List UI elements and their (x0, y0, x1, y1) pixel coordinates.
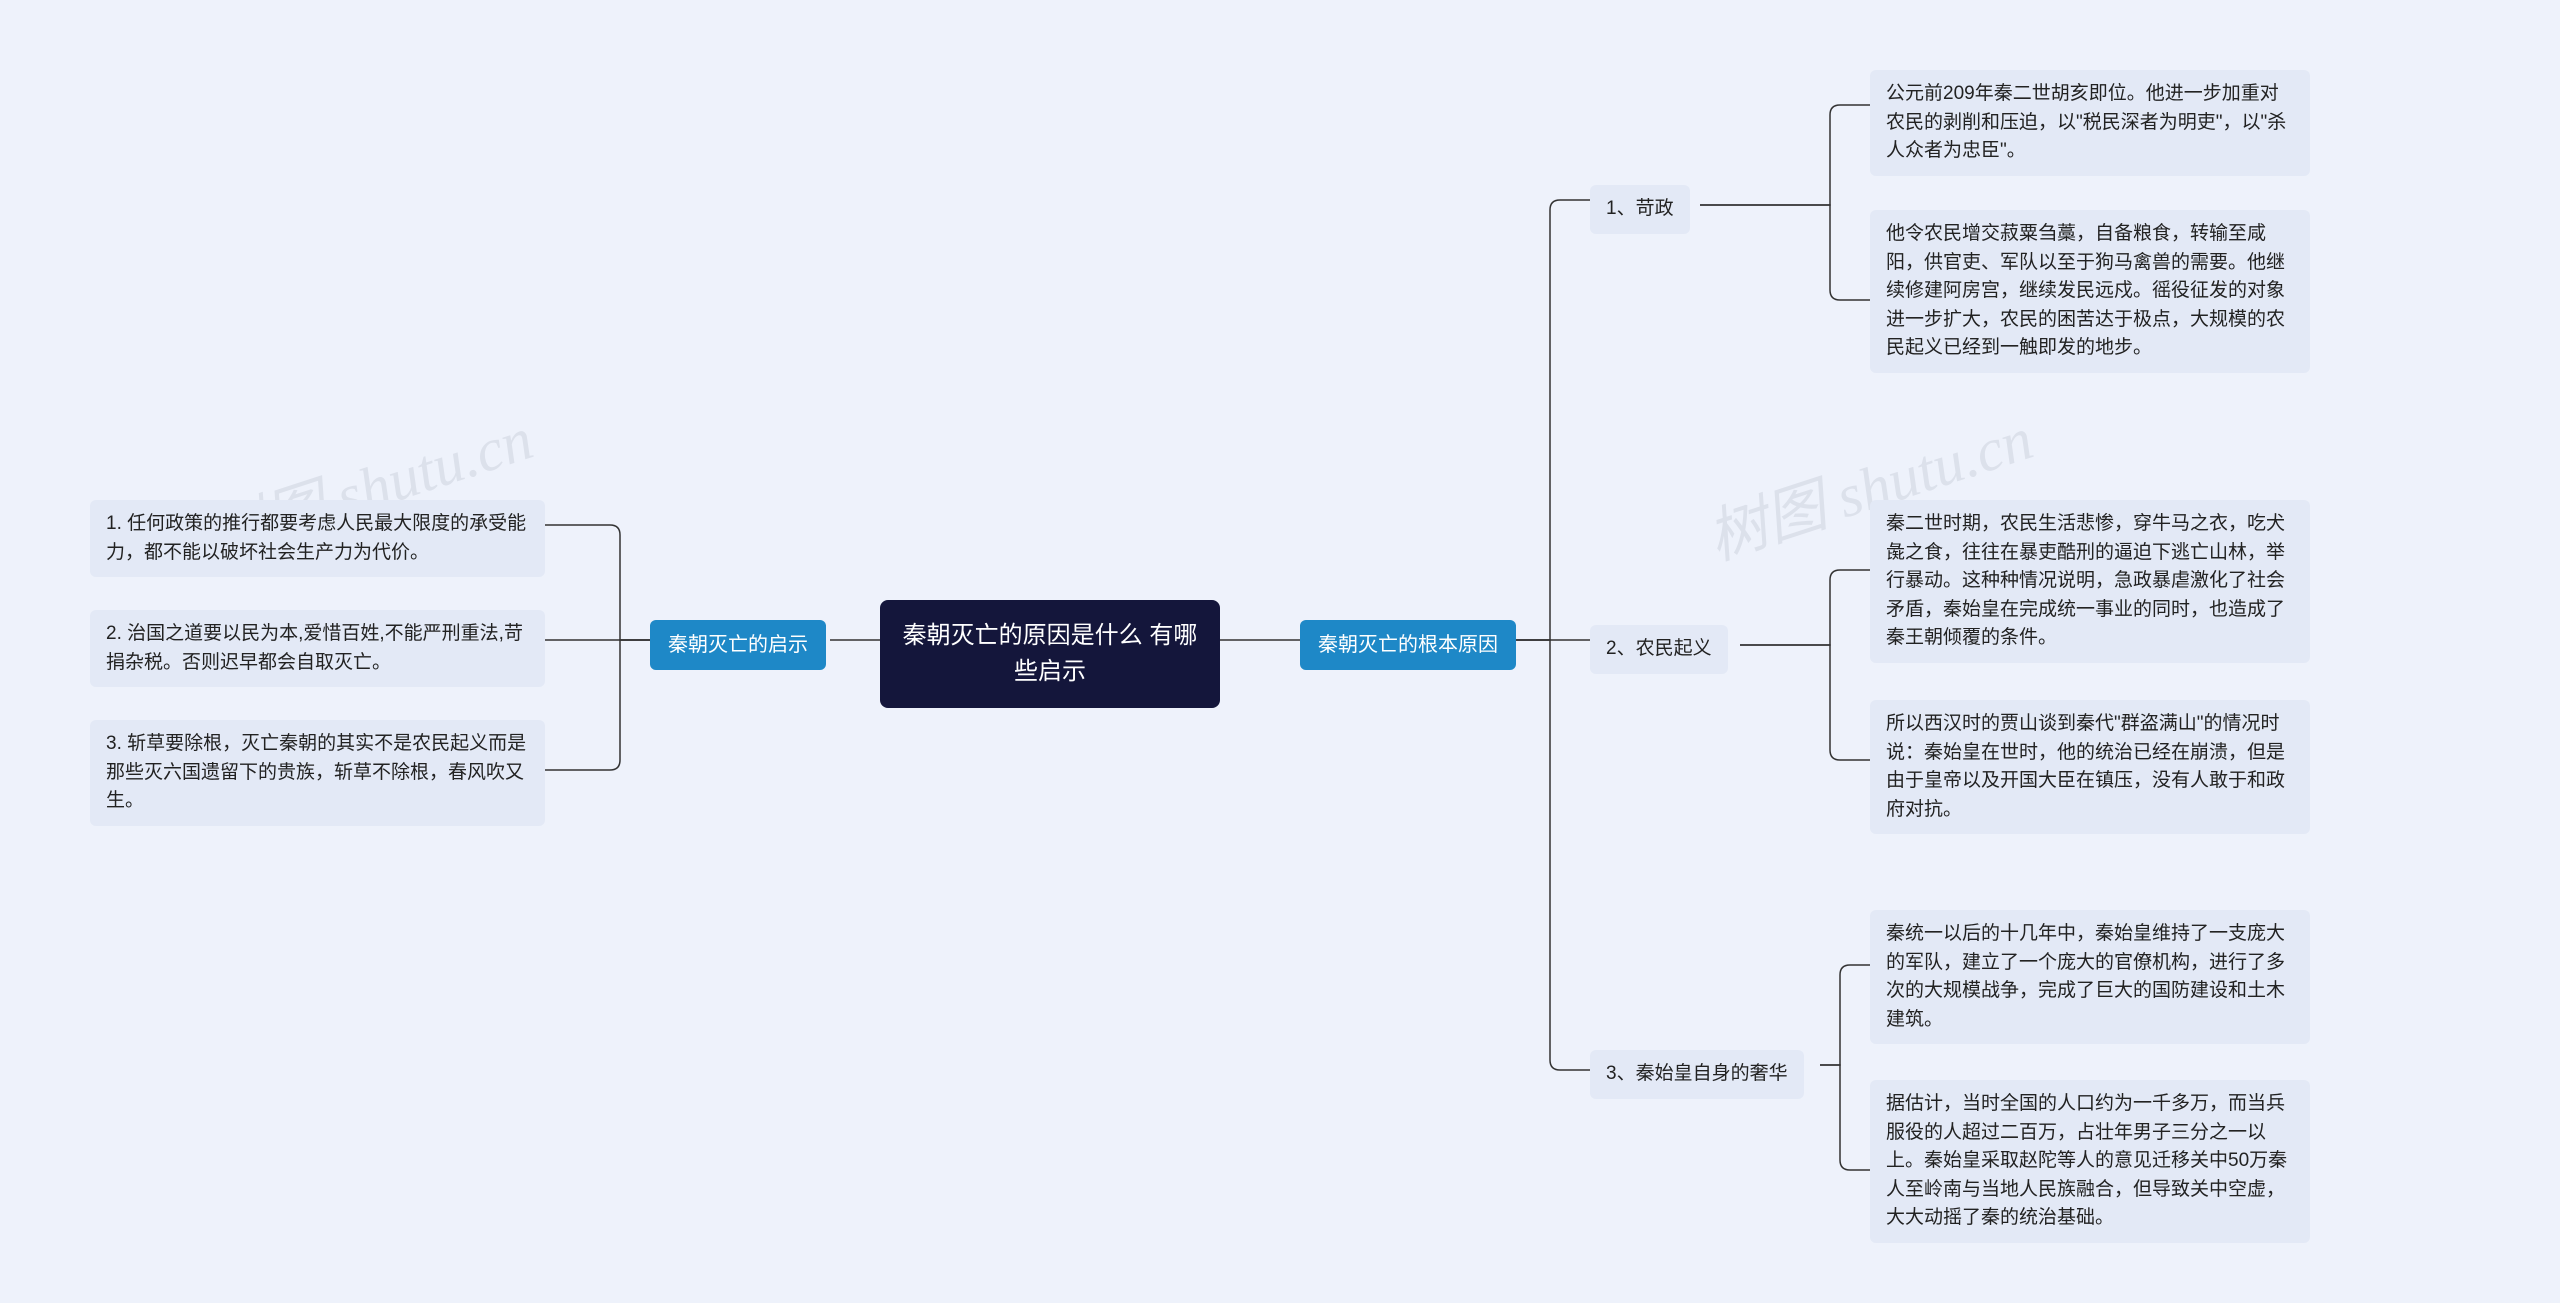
root-node[interactable]: 秦朝灭亡的原因是什么 有哪些启示 (880, 600, 1220, 708)
branch-causes[interactable]: 秦朝灭亡的根本原因 (1300, 620, 1516, 670)
cause-2[interactable]: 2、农民起义 (1590, 625, 1728, 674)
cause-3[interactable]: 3、秦始皇自身的奢华 (1590, 1050, 1804, 1099)
lesson-item-2[interactable]: 2. 治国之道要以民为本,爱惜百姓,不能严刑重法,苛捐杂税。否则迟早都会自取灭亡… (90, 610, 545, 687)
cause-3-detail-1[interactable]: 秦统一以后的十几年中，秦始皇维持了一支庞大的军队，建立了一个庞大的官僚机构，进行… (1870, 910, 2310, 1044)
cause-1-detail-1[interactable]: 公元前209年秦二世胡亥即位。他进一步加重对农民的剥削和压迫，以"税民深者为明吏… (1870, 70, 2310, 176)
cause-2-detail-2[interactable]: 所以西汉时的贾山谈到秦代"群盗满山"的情况时说：秦始皇在世时，他的统治已经在崩溃… (1870, 700, 2310, 834)
cause-1-detail-2[interactable]: 他令农民增交菽粟刍藁，自备粮食，转输至咸阳，供官吏、军队以至于狗马禽兽的需要。他… (1870, 210, 2310, 373)
cause-1[interactable]: 1、苛政 (1590, 185, 1690, 234)
branch-lessons[interactable]: 秦朝灭亡的启示 (650, 620, 826, 670)
cause-2-detail-1[interactable]: 秦二世时期，农民生活悲惨，穿牛马之衣，吃犬彘之食，往往在暴吏酷刑的逼迫下逃亡山林… (1870, 500, 2310, 663)
lesson-item-3[interactable]: 3. 斩草要除根，灭亡秦朝的其实不是农民起义而是那些灭六国遗留下的贵族，斩草不除… (90, 720, 545, 826)
lesson-item-1[interactable]: 1. 任何政策的推行都要考虑人民最大限度的承受能力，都不能以破坏社会生产力为代价… (90, 500, 545, 577)
cause-3-detail-2[interactable]: 据估计，当时全国的人口约为一千多万，而当兵服役的人超过二百万，占壮年男子三分之一… (1870, 1080, 2310, 1243)
